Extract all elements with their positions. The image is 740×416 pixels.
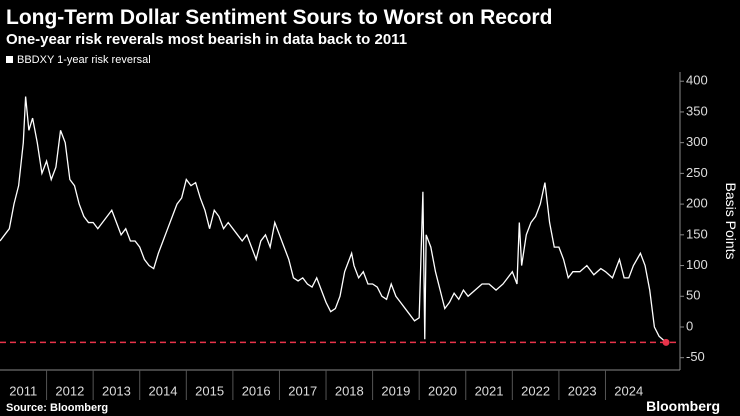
y-tick-label: 350: [686, 103, 708, 118]
y-axis-title: Basis Points: [723, 182, 739, 259]
y-tick-label: 100: [686, 257, 708, 272]
x-tick-label: 2019: [381, 383, 410, 398]
legend-label: BBDXY 1-year risk reversal: [17, 54, 151, 66]
chart-title: Long-Term Dollar Sentiment Sours to Wors…: [6, 6, 552, 29]
x-tick-label: 2020: [428, 383, 457, 398]
y-tick-label: 50: [686, 288, 700, 303]
x-tick-label: 2021: [475, 383, 504, 398]
y-tick-label: 200: [686, 196, 708, 211]
x-tick-label: 2018: [335, 383, 364, 398]
x-tick-label: 2022: [521, 383, 550, 398]
chart-subtitle: One-year risk reverals most bearish in d…: [6, 31, 407, 48]
y-tick-label: 150: [686, 226, 708, 241]
y-tick-label: 0: [686, 318, 693, 333]
y-tick-label: 400: [686, 73, 708, 88]
y-tick-label: 300: [686, 134, 708, 149]
x-tick-label: 2015: [195, 383, 224, 398]
y-tick-label: 250: [686, 165, 708, 180]
x-tick-label: 2017: [288, 383, 317, 398]
x-tick-label: 2014: [149, 383, 178, 398]
y-tick-label: -50: [686, 349, 705, 364]
data-line: [0, 96, 667, 343]
x-tick-label: 2023: [568, 383, 597, 398]
x-tick-label: 2012: [55, 383, 84, 398]
brand: Bloomberg: [646, 398, 720, 414]
x-tick-label: 2013: [102, 383, 131, 398]
x-tick-label: 2016: [242, 383, 271, 398]
source: Source: Bloomberg: [6, 402, 108, 414]
legend-swatch: [6, 56, 13, 63]
x-tick-label: 2024: [614, 383, 643, 398]
x-tick-label: 2011: [9, 383, 37, 398]
end-marker: [662, 338, 670, 346]
